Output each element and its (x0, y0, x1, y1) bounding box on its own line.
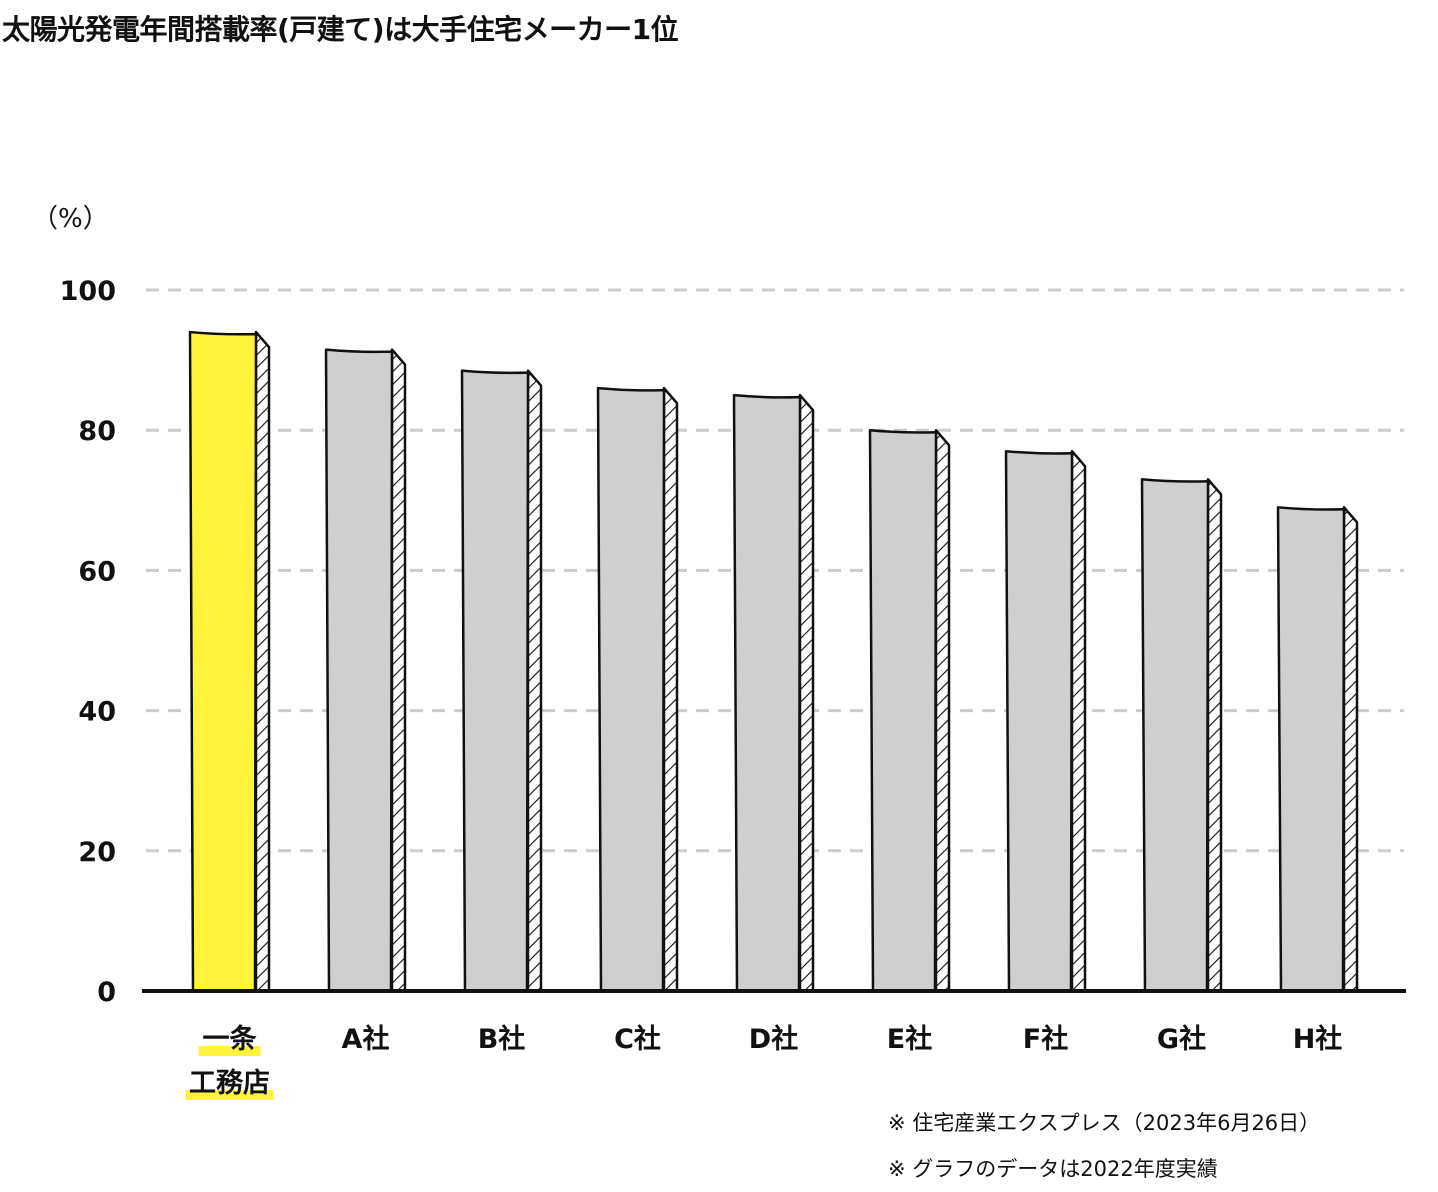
x-tick-label: 一条 (203, 1024, 258, 1055)
y-tick-label: 100 (60, 276, 116, 307)
bar-group (460, 369, 543, 993)
bar-side (798, 393, 815, 993)
bar (1276, 506, 1346, 993)
bar-side (662, 386, 679, 993)
bar (732, 393, 802, 993)
x-tick-label: B社 (478, 1023, 526, 1055)
source-notes: ※ 住宅産業エクスプレス（2023年6月26日） ※ グラフのデータは2022年… (888, 1100, 1320, 1192)
bar-group (1004, 449, 1087, 993)
bar-side (1206, 478, 1223, 993)
bar-group (1276, 506, 1359, 993)
y-tick-label: 60 (78, 556, 116, 587)
bar-side (390, 348, 407, 993)
bar (324, 348, 394, 993)
bar (460, 369, 530, 993)
bar-group (732, 393, 815, 993)
y-unit-label: （%） (32, 204, 109, 234)
source-note: ※ 住宅産業エクスプレス（2023年6月26日） (888, 1111, 1321, 1135)
bars (188, 330, 1359, 993)
y-axis-ticks: 0 20 40 60 80 100 (60, 276, 116, 1008)
y-tick-label: 0 (97, 977, 116, 1008)
x-tick-label: D社 (749, 1023, 798, 1055)
x-tick-label: H社 (1293, 1023, 1343, 1055)
bar-side (1342, 506, 1359, 993)
bar-group (1140, 478, 1223, 993)
label-highlight-marker (198, 1046, 261, 1056)
bar-side (526, 369, 543, 993)
y-tick-label: 80 (78, 416, 116, 447)
bar-side (1070, 449, 1087, 993)
x-tick-label: G社 (1157, 1023, 1206, 1055)
x-tick-label: E社 (887, 1023, 932, 1055)
bar-group (868, 428, 951, 993)
y-tick-label: 20 (78, 837, 116, 868)
x-tick-label: C社 (614, 1023, 661, 1055)
bar (1004, 449, 1074, 993)
bar (1140, 478, 1210, 993)
x-tick-label: 工務店 (189, 1068, 270, 1099)
x-tick-label: F社 (1023, 1023, 1068, 1055)
chart-title: 太陽光発電年間搭載率(戸建て)は大手住宅メーカー1位 (2, 13, 679, 46)
x-tick-label: A社 (342, 1023, 390, 1055)
bar (868, 428, 938, 993)
data-year-note: ※ グラフのデータは2022年度実績 (888, 1157, 1218, 1181)
bar-group (596, 386, 679, 993)
bar-side (934, 428, 951, 993)
bar-highlight (188, 330, 258, 993)
y-tick-label: 40 (78, 697, 116, 728)
bar-side (254, 330, 271, 993)
bar-group (188, 330, 271, 993)
bar-group (324, 348, 407, 993)
bar (596, 386, 666, 993)
label-highlight-marker (185, 1090, 274, 1100)
